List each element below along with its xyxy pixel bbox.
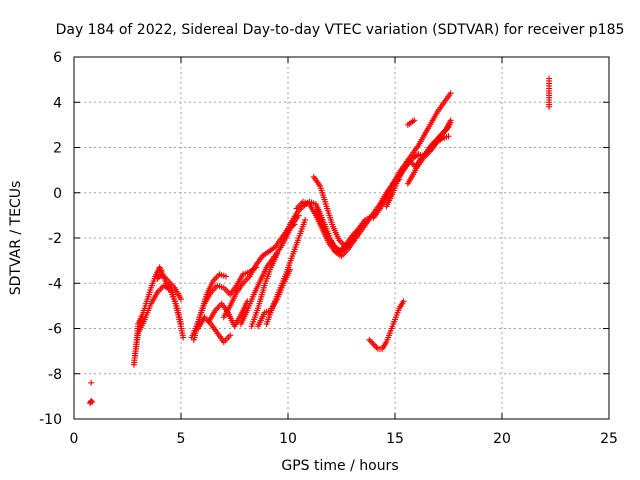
- data-point: [88, 397, 95, 404]
- data-point: [373, 344, 380, 351]
- y-tick-labels: -10 -8 -6 -4 -2 0 2 4 6: [39, 50, 62, 428]
- data-point: [400, 298, 407, 305]
- data-point: [367, 338, 374, 345]
- y-tick-label: -10: [39, 412, 62, 428]
- data-point: [227, 332, 234, 339]
- y-tick-label: 4: [53, 95, 62, 111]
- data-point: [88, 379, 95, 386]
- data-point: [447, 90, 454, 97]
- chart-title: Day 184 of 2022, Sidereal Day-to-day VTE…: [56, 22, 625, 38]
- y-tick-label: 0: [53, 186, 62, 202]
- data-point: [222, 273, 229, 280]
- y-tick-label: -6: [48, 322, 62, 338]
- y-tick-label: -4: [48, 276, 62, 292]
- data-point: [447, 117, 454, 124]
- x-tick-label: 25: [600, 431, 618, 447]
- data-point: [362, 219, 369, 226]
- x-tick-label: 20: [493, 431, 511, 447]
- data-point: [445, 133, 452, 140]
- data-point: [369, 339, 376, 346]
- data-point: [178, 296, 184, 303]
- data-point: [302, 216, 309, 223]
- x-axis-label: GPS time / hours: [281, 458, 398, 474]
- x-tick-label: 5: [177, 431, 186, 447]
- y-axis-label: SDTVAR / TECUs: [8, 181, 24, 296]
- grid-lines: [74, 57, 609, 419]
- data-point: [180, 334, 187, 341]
- data-point: [178, 320, 184, 327]
- data-point: [372, 342, 379, 349]
- axis-ticks: [73, 56, 610, 420]
- data-point: [411, 117, 418, 124]
- y-tick-label: -8: [48, 367, 62, 383]
- data-markers: [87, 75, 553, 407]
- y-tick-label: -2: [48, 231, 62, 247]
- data-point: [370, 341, 377, 348]
- x-tick-labels: 0 5 10 15 20 25: [70, 431, 618, 447]
- data-point: [274, 250, 281, 257]
- data-point: [89, 399, 96, 406]
- x-tick-label: 0: [70, 431, 79, 447]
- x-tick-label: 10: [279, 431, 297, 447]
- data-point: [366, 336, 373, 343]
- x-tick-label: 15: [386, 431, 404, 447]
- y-tick-label: 2: [53, 141, 62, 157]
- data-point: [351, 232, 358, 239]
- data-point: [546, 103, 553, 110]
- y-tick-label: 6: [53, 50, 62, 66]
